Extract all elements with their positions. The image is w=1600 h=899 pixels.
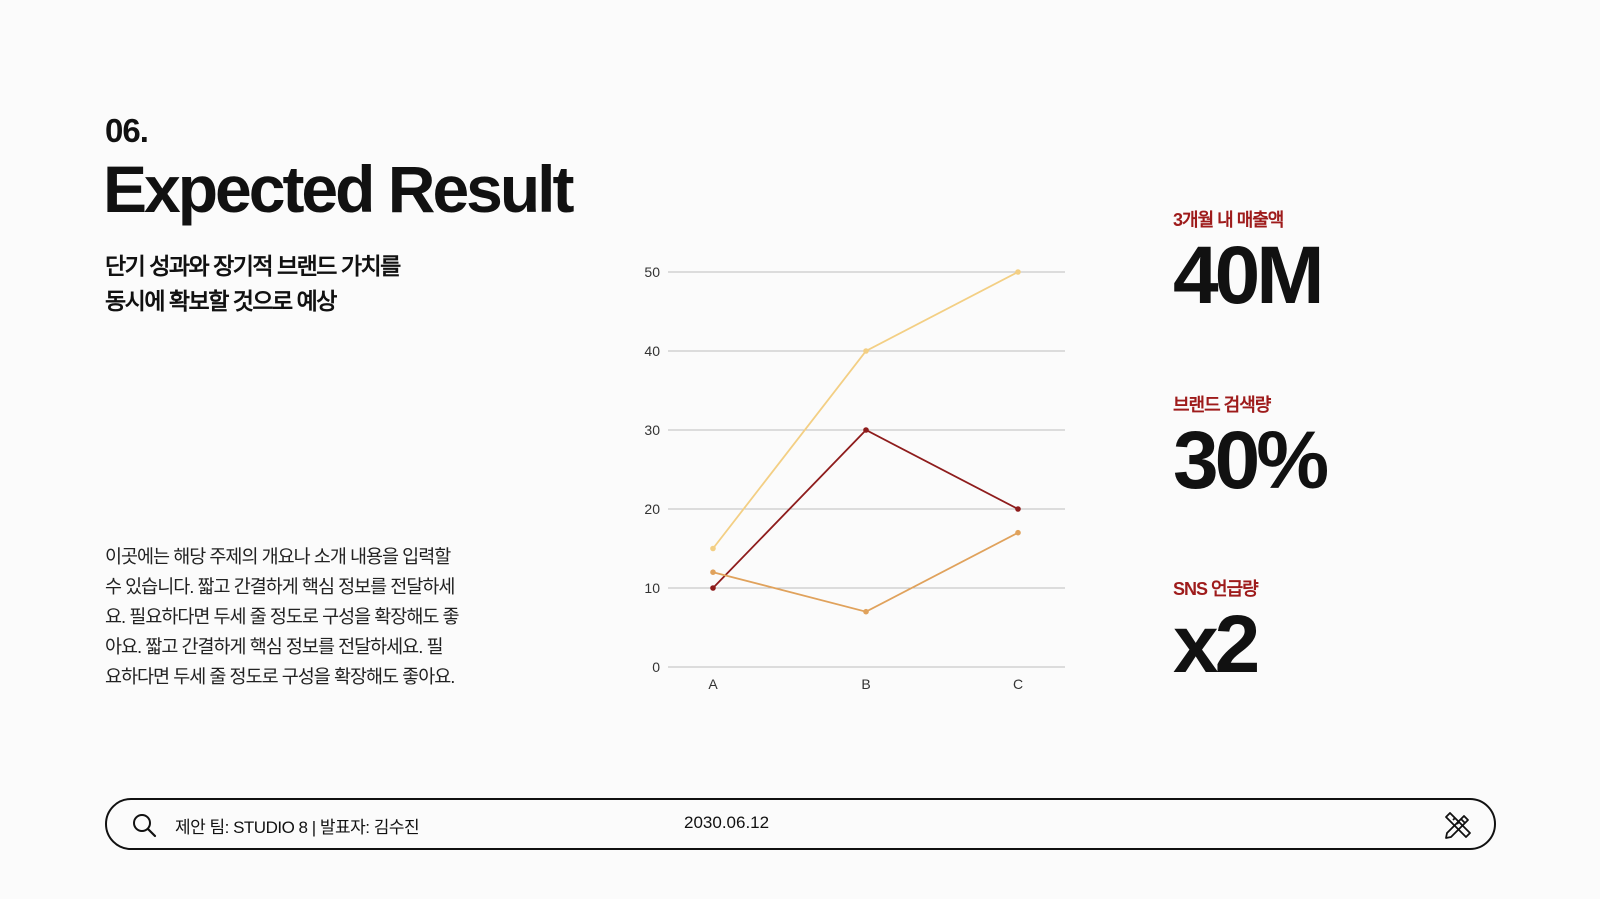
y-tick-label: 40 [644, 343, 660, 359]
y-tick-label: 10 [644, 580, 660, 596]
stat-sns-mentions: SNS 언급량 x2 [1173, 575, 1260, 690]
page-title: Expected Result [103, 152, 574, 226]
stat-label: 브랜드 검색량 [1173, 395, 1271, 415]
body-text: 이곳에는 해당 주제의 개요나 소개 내용을 입력할 수 있습니다. 짧고 간결… [105, 542, 460, 692]
body-line: 요하다면 두세 줄 정도로 구성을 확장해도 좋아요. [105, 666, 455, 687]
body-line: 아요. 짧고 간결하게 핵심 정보를 전달하세요. 필 [105, 636, 444, 657]
body-line: 이곳에는 해당 주제의 개요나 소개 내용을 입력할 [105, 546, 451, 567]
stat-value: 40M [1173, 230, 1325, 321]
data-point [1015, 269, 1021, 275]
data-point [710, 585, 716, 591]
line-chart: 0 10 20 30 40 50 A B C [644, 264, 1065, 692]
stat-label: 3개월 내 매출액 [1173, 210, 1284, 230]
x-tick-label: C [1013, 676, 1023, 692]
y-tick-label: 30 [644, 422, 660, 438]
presentation-date: 2030.06.12 [684, 813, 770, 832]
data-point [710, 569, 716, 575]
data-point [710, 545, 716, 552]
subtitle: 단기 성과와 장기적 브랜드 가치를 동시에 확보할 것으로 예상 [105, 249, 401, 319]
x-tick-label: A [708, 676, 718, 692]
series-line [712, 531, 1019, 613]
x-tick-label: B [861, 676, 870, 692]
y-tick-label: 0 [652, 659, 660, 675]
subtitle-line: 동시에 확보할 것으로 예상 [105, 288, 337, 314]
search-icon[interactable] [131, 812, 157, 843]
stat-value: 30% [1173, 415, 1329, 506]
pencil-ruler-icon[interactable] [1442, 809, 1474, 846]
footer-bar: 제안 팀: STUDIO 8 | 발표자: 김수진 2030.06.12 [105, 798, 1496, 850]
section-number: 06. [105, 112, 149, 149]
subtitle-line: 단기 성과와 장기적 브랜드 가치를 [105, 253, 401, 279]
data-point [863, 427, 869, 433]
body-line: 요. 필요하다면 두세 줄 정도로 구성을 확장해도 좋 [105, 606, 460, 627]
y-tick-label: 50 [644, 264, 660, 280]
series-line [712, 271, 1019, 550]
stat-value: x2 [1173, 599, 1260, 690]
data-point [1015, 529, 1021, 536]
data-point [863, 348, 869, 354]
stat-label: SNS 언급량 [1173, 579, 1259, 599]
y-tick-label: 20 [644, 501, 660, 517]
data-point [863, 608, 869, 615]
stat-brand-search: 브랜드 검색량 30% [1173, 391, 1329, 506]
body-line: 수 있습니다. 짧고 간결하게 핵심 정보를 전달하세 [105, 576, 455, 597]
data-point [1015, 506, 1021, 512]
presenter-info: 제안 팀: STUDIO 8 | 발표자: 김수진 [175, 818, 420, 837]
stat-revenue: 3개월 내 매출액 40M [1173, 206, 1325, 321]
